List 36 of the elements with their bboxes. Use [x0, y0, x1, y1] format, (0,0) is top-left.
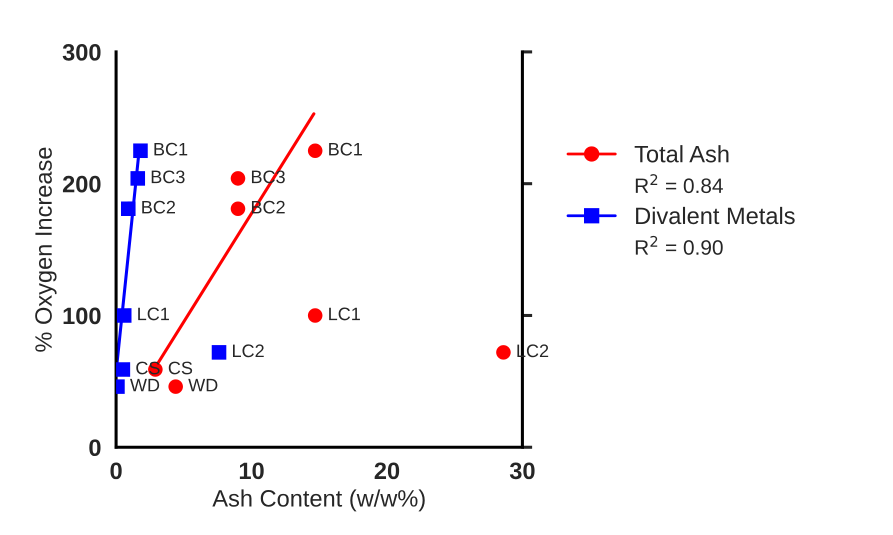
point — [116, 308, 132, 323]
x-tick-label: 30 — [510, 462, 535, 480]
point — [308, 143, 322, 158]
y-tick-label: 200 — [62, 176, 101, 192]
point — [130, 171, 146, 186]
legend-label: Total Ash — [634, 145, 728, 162]
annotation: WD — [188, 378, 218, 392]
y-tick-label: 300 — [62, 44, 101, 61]
point — [230, 171, 246, 186]
annotation: CS — [168, 362, 192, 374]
annotation: LC1 — [329, 308, 360, 320]
annotation: BC1 — [154, 142, 188, 156]
point — [120, 201, 136, 216]
text: R$^{2}$ = 0.84 — [636, 174, 723, 194]
x-axis-title: Ash Content (w/w%) — [212, 489, 425, 512]
point — [168, 379, 183, 394]
annotation: WD — [130, 378, 160, 392]
legend-label: Divalent Metals — [636, 206, 795, 224]
annotation: LC1 — [138, 308, 169, 320]
point — [116, 362, 130, 377]
annotation: LC2 — [233, 344, 264, 358]
x-tick-label: 0 — [110, 462, 122, 480]
point — [496, 345, 511, 360]
y-axis-title: % Oxygen Increase — [35, 148, 57, 352]
x-tick-label: 10 — [240, 462, 264, 480]
annotation: BC3 — [152, 170, 185, 184]
annotation: BC1 — [329, 142, 362, 156]
y-tick-label: 0 — [89, 439, 101, 456]
text: R$^{2}$ = 0.90 — [636, 236, 723, 255]
point — [133, 143, 148, 158]
y-tick-label: 100 — [64, 308, 101, 324]
annotation: BC2 — [142, 200, 175, 214]
point — [308, 308, 322, 323]
point — [212, 345, 226, 360]
x-tick-label: 20 — [374, 462, 400, 480]
point — [230, 201, 246, 216]
